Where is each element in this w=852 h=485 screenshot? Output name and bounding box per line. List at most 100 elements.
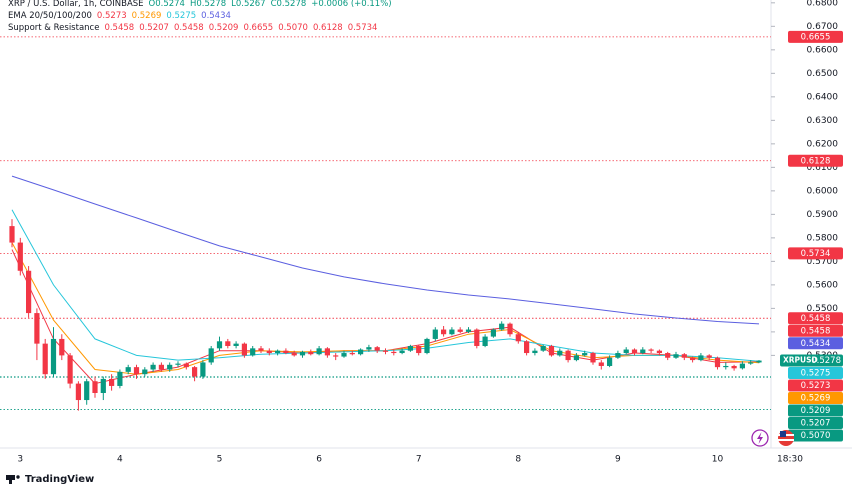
candle-body (706, 355, 712, 358)
candle-body (67, 355, 73, 384)
plot-area (0, 36, 771, 411)
candle-body (432, 329, 438, 339)
candle-body (26, 270, 32, 314)
candle-body (109, 378, 115, 386)
price-tag (788, 429, 843, 442)
candle-body (366, 347, 372, 350)
level-value: 0.5734 (348, 23, 378, 33)
x-tick-label: 4 (117, 455, 123, 465)
candle-body (183, 363, 189, 368)
candle-body (125, 367, 131, 372)
candle-body (42, 343, 48, 375)
candle-body (615, 353, 621, 358)
candle-body (631, 349, 638, 354)
candle-body (441, 329, 447, 335)
legend-row: Support & Resistance 0.5458 0.5207 0.5458 0.… (8, 23, 377, 33)
y-tick-label: 0.5900 (807, 210, 839, 220)
candle-body (9, 226, 15, 243)
ema-value: 0.5434 (201, 11, 231, 21)
ohlc-value: H0.5278 (190, 0, 226, 9)
candle-body (391, 351, 397, 354)
candle-body (424, 338, 430, 354)
candle-body (532, 350, 538, 354)
level-value: 0.6128 (313, 23, 343, 33)
candle-body (142, 369, 148, 375)
x-tick-label: 6 (316, 455, 322, 465)
candle-body (291, 353, 297, 356)
y-tick-label: 0.6400 (807, 92, 839, 102)
level-value: 0.5207 (139, 23, 169, 33)
candle-body (590, 353, 596, 363)
price-tag-label: 0.5209 (801, 406, 831, 416)
price-tag-label: 0.5207 (801, 419, 831, 429)
symbol-tag-name: XRPUSD (783, 356, 818, 365)
ohlc-value: +0.0006 (+0.11%) (311, 0, 391, 9)
candle-body (358, 349, 364, 355)
candle-body (548, 345, 555, 356)
candle-body (565, 350, 571, 361)
legend: XRP / U.S. Dollar, 1h, COINBASE O0.5274 H0… (8, 0, 392, 33)
price-tag-label: 0.5269 (801, 394, 831, 404)
candle-body (698, 355, 704, 361)
candle-body (200, 362, 206, 377)
ema-value: 0.5275 (166, 11, 196, 21)
candle-body (607, 357, 613, 366)
candle-body (407, 345, 413, 351)
candle-body (225, 341, 231, 346)
price-tag (788, 367, 843, 380)
price-tag (788, 417, 843, 430)
ohlc-value: C0.5278 (271, 0, 307, 9)
flag-canton (780, 431, 786, 437)
x-tick-label: 8 (515, 455, 521, 465)
y-tick-label: 0.6300 (807, 116, 839, 126)
price-tag (788, 392, 843, 405)
candle-body (333, 355, 339, 357)
candle-body (17, 242, 23, 271)
level-value: 0.5458 (104, 23, 134, 33)
price-tag-label: 0.5734 (801, 249, 831, 259)
ema-label: EMA 20/50/100/200 (8, 11, 92, 21)
ohlc-value: L0.5267 (231, 0, 265, 9)
candle-body (681, 354, 687, 358)
price-tag-label: 0.5273 (801, 381, 831, 391)
x-tick-label: 7 (416, 455, 422, 465)
y-tick-label: 0.6500 (807, 69, 839, 79)
candle-body (499, 323, 505, 330)
candle-body (382, 350, 389, 352)
ema-line (11, 175, 760, 325)
logo-mark (9, 475, 12, 484)
candle-body (457, 329, 463, 332)
legend-row: XRP / U.S. Dollar, 1h, COINBASE O0.5274 H0… (8, 0, 392, 9)
price-tag (788, 30, 843, 43)
candle-body (275, 350, 281, 354)
candle-body (299, 351, 306, 356)
candle-body (117, 371, 123, 386)
candle-body (258, 348, 264, 351)
levels-label: Support & Resistance (8, 23, 99, 33)
candle-body (573, 355, 579, 361)
symbol-tag (780, 354, 843, 367)
candle-body (100, 378, 106, 393)
ohlc-value: O0.5274 (149, 0, 185, 9)
candle-body (507, 323, 513, 335)
candle-body (50, 338, 57, 375)
x-tick-label: 10 (712, 455, 724, 465)
candle-body (465, 329, 472, 332)
candle-body (266, 350, 272, 354)
price-tag-label: 0.5275 (801, 369, 831, 379)
candle-body (623, 349, 629, 354)
price-tag-label: 0.6128 (801, 156, 831, 166)
y-tick-label: 0.6700 (807, 22, 839, 32)
candle-body (739, 363, 745, 369)
ema-value: 0.5273 (97, 11, 127, 21)
candle-body (648, 349, 654, 351)
candle-body (582, 353, 588, 356)
candle-body (75, 383, 81, 401)
candle-body (399, 350, 405, 354)
price-tag-label: 0.5070 (801, 431, 831, 441)
symbol-title: XRP / U.S. Dollar, 1h, COINBASE (8, 0, 144, 9)
toolbar-icons[interactable] (751, 429, 794, 447)
candle-body (308, 351, 314, 355)
candle-body (673, 354, 679, 358)
